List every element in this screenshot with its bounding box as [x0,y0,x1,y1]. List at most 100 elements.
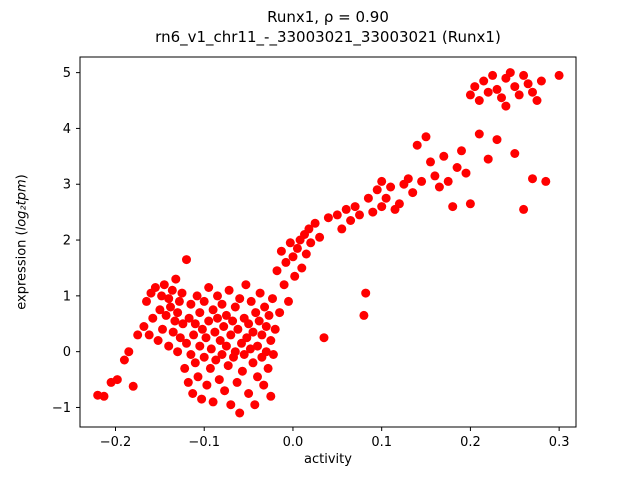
x-tick-label: 0.3 [549,435,570,450]
data-point [255,288,265,298]
data-point [421,132,431,142]
data-point [211,355,221,365]
data-point [465,90,475,100]
data-point [157,291,167,301]
data-point [197,394,207,404]
data-point [190,358,200,368]
data-point [394,199,404,209]
data-point [465,199,475,209]
data-point [199,296,209,306]
data-point [505,68,515,78]
data-point [158,324,167,334]
data-point [219,322,229,331]
data-point [170,316,180,326]
data-point [474,96,484,105]
data-point [434,182,444,192]
data-point [213,291,222,301]
data-point [337,224,347,234]
chart-title-line2: rn6_v1_chr11_-_33003021_33003021 (Runx1) [155,28,501,46]
data-point [180,363,190,373]
data-point [175,333,185,343]
data-point [474,129,484,139]
data-point [192,291,202,301]
data-point [144,330,154,340]
data-point [230,347,240,357]
data-point [363,193,373,203]
y-tick-label: 0 [63,345,71,360]
data-point [470,82,480,92]
data-point [361,288,371,298]
data-point [528,174,537,184]
y-tick-label: 3 [63,178,71,193]
data-point [483,87,493,97]
data-point [244,319,254,329]
data-point [242,333,252,343]
data-point [304,224,314,234]
data-point [350,202,360,212]
data-point [523,79,533,89]
data-point [386,182,396,192]
data-point [237,338,246,348]
data-point [292,243,302,253]
data-point [167,285,177,295]
data-point [197,324,207,334]
data-point [184,313,194,323]
data-point [319,333,329,343]
x-tick-label: −0.2 [100,435,132,450]
data-point [297,263,307,273]
data-point [510,149,520,158]
y-axis-label-suffix: ) [14,174,30,180]
data-point [261,347,271,357]
data-point [457,146,466,156]
data-point [284,296,293,306]
data-point [228,316,238,326]
data-point [488,70,498,80]
data-point [275,308,285,318]
data-point [210,327,220,337]
data-point [237,366,247,376]
data-point [408,188,418,198]
data-point [186,350,196,359]
y-tick-label: 4 [63,122,71,137]
data-point [290,271,300,281]
data-point [315,232,325,242]
data-point [220,386,230,396]
data-point [174,296,184,306]
data-point [332,210,342,220]
data-point [510,82,520,92]
data-point [288,252,298,262]
data-point [272,266,282,276]
data-point [112,375,122,385]
data-point [368,207,378,217]
data-point [177,288,187,298]
data-point [426,157,435,167]
data-point [230,302,240,312]
data-point [193,372,203,382]
data-point [346,216,356,225]
x-axis-label: activity [304,452,352,467]
data-point [452,163,462,172]
data-point [355,210,364,220]
data-point [528,87,537,97]
data-point [281,257,291,267]
data-point [139,322,149,331]
data-point [173,308,183,318]
data-point [341,204,351,214]
data-point [182,338,191,348]
data-point [263,363,273,373]
data-point [128,381,138,391]
data-point [195,341,205,351]
data-point [250,400,260,410]
data-point [519,70,529,80]
y-axis-label: expression (log₂tpm) [15,174,30,309]
data-point [254,316,264,326]
y-axis-label-prefix: expression ( [14,230,30,310]
data-point [554,70,564,80]
y-tick-label: 5 [63,66,71,81]
data-point [133,330,143,340]
data-point [124,347,134,357]
data-point [214,375,224,385]
data-point [213,313,222,323]
data-point [417,176,427,186]
